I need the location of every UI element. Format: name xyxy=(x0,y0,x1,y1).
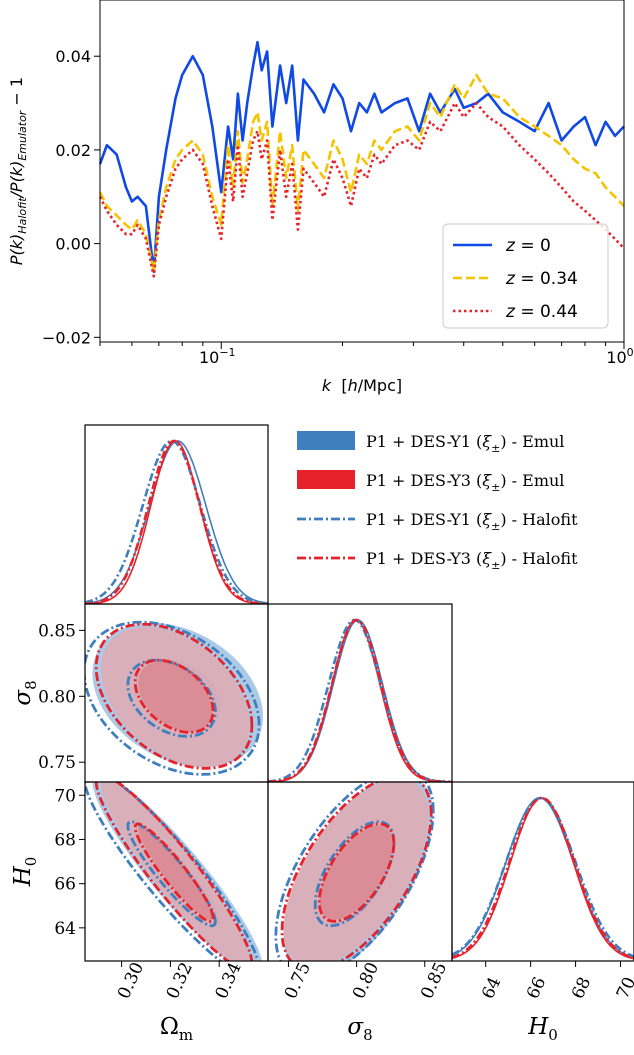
tri-legend-label-h3: P1 + DES-Y3 (ξ±) - Halofit xyxy=(366,549,578,572)
marginal-sigma xyxy=(268,618,452,782)
triangle-legend: P1 + DES-Y1 (ξ±) - Emul P1 + DES-Y3 (ξ±) … xyxy=(297,431,578,572)
marginal-curve-h1 xyxy=(85,439,268,604)
contour-fill-e3-2sigma xyxy=(101,782,250,961)
contour-fill-e3-2sigma xyxy=(283,782,429,961)
y-tick-label: 0.04 xyxy=(55,47,91,66)
tri-y-axis-label-h0: H0 xyxy=(10,857,40,888)
tri-x-tick-label: 70 xyxy=(613,974,634,1002)
tri-x-tick-label: 0.30 xyxy=(114,959,148,1002)
tri-y-tick-label: 68 xyxy=(54,830,76,850)
marginal-curve-e3 xyxy=(268,619,452,782)
panel-frame-sigma_h0 xyxy=(267,781,453,962)
marginal-curve-h3 xyxy=(85,439,268,604)
top-plot-frame xyxy=(99,0,625,343)
contour-line-h3-2sigma xyxy=(94,622,254,770)
contour-line-h3-2sigma xyxy=(94,782,254,961)
top-y-axis-label: P(k)Halofit/P(k)Emulator − 1 xyxy=(7,77,29,265)
contour-panel-omega_sigma xyxy=(85,620,264,776)
tri-x-tick-label: 0.80 xyxy=(349,959,383,1002)
tri-x-tick-label: 0.75 xyxy=(281,959,315,1002)
tri-x-axis-label-h0: H0 xyxy=(527,1014,558,1044)
tri-y-tick-label: 66 xyxy=(54,875,76,895)
legend-label-z34: z = 0.34 xyxy=(505,269,578,289)
triangle-plot: 0.75 0.80 0.85 σ8 64 66 68 70 H0 0.30 0.32 0.34 Ωm 0.… xyxy=(10,424,634,1044)
contour-line-h3-1sigma xyxy=(133,658,215,734)
y-tick-label: −0.02 xyxy=(42,328,91,347)
series-line-z44 xyxy=(98,101,625,278)
marginal-curve-h3 xyxy=(452,796,634,960)
marginal-curve-h3 xyxy=(268,618,452,782)
tri-x-tick-label: 68 xyxy=(568,974,595,1002)
marginal-curve-e1 xyxy=(85,440,268,604)
contour-panel-omega_h0 xyxy=(85,782,263,961)
top-x-axis-label: k [h/Mpc] xyxy=(322,376,402,395)
panel-frame-sigma xyxy=(267,603,453,783)
y-tick-label: 0.00 xyxy=(55,235,91,254)
contour-panel-sigma_h0 xyxy=(274,782,435,961)
series-line-z34 xyxy=(98,73,625,273)
tri-x-tick-label: 0.34 xyxy=(212,959,246,1002)
tri-legend-label-h1: P1 + DES-Y1 (ξ±) - Halofit xyxy=(366,510,578,533)
y-tick-label: 0.02 xyxy=(55,141,91,160)
top-legend: z = 0 z = 0.34 z = 0.44 xyxy=(442,223,609,329)
tri-y-tick-label: 0.85 xyxy=(38,621,76,641)
contour-line-h1-1sigma xyxy=(126,820,217,928)
contour-line-h1-2sigma xyxy=(85,620,261,776)
tri-y-tick-label: 0.75 xyxy=(38,753,76,773)
tri-x-axis-label-sigma: σ8 xyxy=(347,1014,372,1044)
tri-x-axis-label-omega: Ωm xyxy=(160,1014,193,1044)
tri-x-tick-label: 66 xyxy=(523,974,550,1002)
tri-x-tick-label: 0.32 xyxy=(163,959,197,1002)
panel-frame-omega xyxy=(84,424,269,605)
tri-y-axis-label-sigma: σ8 xyxy=(10,680,40,705)
tri-x-tick-label: 64 xyxy=(478,974,505,1002)
contour-fill-e3-2sigma xyxy=(101,626,250,768)
tri-y-tick-label: 0.80 xyxy=(38,687,76,707)
marginal-curve-e3 xyxy=(85,440,268,604)
tri-legend-swatch-e3 xyxy=(297,470,355,489)
contour-line-h1-2sigma xyxy=(85,782,260,961)
series-lines xyxy=(98,40,625,278)
contour-line-h1-1sigma xyxy=(126,658,217,738)
power-spectrum-chart: 0.04 0.02 0.00 −0.02 10−1 100 P(k)Halofit/P(k… xyxy=(7,0,634,395)
tri-legend-swatch-e1 xyxy=(297,431,355,450)
tri-legend-label-e3: P1 + DES-Y3 (ξ±) - Emul xyxy=(366,471,564,494)
tri-y-tick-label: 64 xyxy=(54,919,76,939)
tri-y-tick-label: 70 xyxy=(54,786,76,806)
series-line-z0 xyxy=(98,40,625,273)
x-tick-label: 100 xyxy=(606,346,633,367)
marginal-curve-h1 xyxy=(452,796,634,958)
marginal-curve-h1 xyxy=(268,618,452,782)
tri-x-tick-label: 0.85 xyxy=(417,959,451,1002)
top-legend-box xyxy=(442,223,609,329)
marginal-curve-e1 xyxy=(268,619,452,782)
tri-legend-label-e1: P1 + DES-Y1 (ξ±) - Emul xyxy=(366,432,564,455)
contour-line-h3-1sigma xyxy=(317,822,396,923)
marginal-h0 xyxy=(452,796,634,960)
legend-label-z0: z = 0 xyxy=(505,236,551,256)
top-axis-ticks: 0.04 0.02 0.00 −0.02 10−1 100 xyxy=(42,47,634,367)
x-tick-label: 10−1 xyxy=(199,346,236,367)
marginal-omega xyxy=(85,439,268,604)
legend-label-z44: z = 0.44 xyxy=(505,302,578,322)
